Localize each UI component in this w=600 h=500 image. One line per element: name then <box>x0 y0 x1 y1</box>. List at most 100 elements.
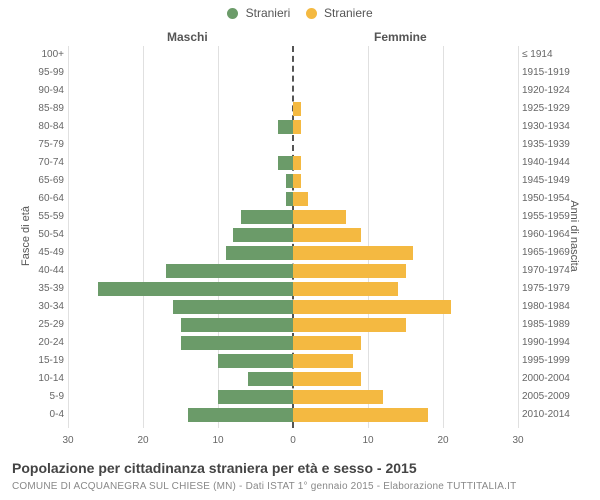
pyramid-row <box>68 190 518 208</box>
x-tick: 10 <box>212 435 223 446</box>
bar-female <box>293 354 353 368</box>
pyramid-row <box>68 388 518 406</box>
footer-subtitle: COMUNE DI ACQUANEGRA SUL CHIESE (MN) - D… <box>12 481 516 492</box>
bar-male <box>248 372 293 386</box>
birth-label: ≤ 1914 <box>522 46 553 64</box>
birth-labels: ≤ 19141915-19191920-19241925-19291930-19… <box>522 46 582 446</box>
pyramid-row <box>68 352 518 370</box>
bar-male <box>181 318 294 332</box>
pyramid-row <box>68 262 518 280</box>
pyramid-row <box>68 370 518 388</box>
x-tick: 30 <box>62 435 73 446</box>
pyramid-plot: 3020100102030 <box>68 46 518 446</box>
pyramid-row <box>68 172 518 190</box>
bar-female <box>293 174 301 188</box>
bar-female <box>293 282 398 296</box>
birth-label: 2000-2004 <box>522 370 570 388</box>
bar-male <box>188 408 293 422</box>
birth-label: 1970-1974 <box>522 262 570 280</box>
birth-label: 1945-1949 <box>522 172 570 190</box>
age-label: 95-99 <box>38 64 64 82</box>
pyramid-row <box>68 154 518 172</box>
legend-female-swatch <box>306 8 317 19</box>
age-label: 100+ <box>41 46 64 64</box>
bar-female <box>293 390 383 404</box>
pyramid-row <box>68 244 518 262</box>
age-label: 20-24 <box>38 334 64 352</box>
bar-male <box>278 156 293 170</box>
x-tick: 0 <box>290 435 296 446</box>
age-labels: 100+95-9990-9485-8980-8475-7970-7465-696… <box>24 46 64 446</box>
footer-title: Popolazione per cittadinanza straniera p… <box>12 460 417 476</box>
bar-female <box>293 264 406 278</box>
bar-male <box>166 264 294 278</box>
age-label: 55-59 <box>38 208 64 226</box>
pyramid-row <box>68 334 518 352</box>
age-label: 40-44 <box>38 262 64 280</box>
pyramid-row <box>68 136 518 154</box>
birth-label: 1985-1989 <box>522 316 570 334</box>
gridline <box>518 46 519 428</box>
birth-label: 1975-1979 <box>522 280 570 298</box>
x-tick: 10 <box>362 435 373 446</box>
birth-label: 1995-1999 <box>522 352 570 370</box>
birth-label: 1915-1919 <box>522 64 570 82</box>
age-label: 35-39 <box>38 280 64 298</box>
pyramid-row <box>68 406 518 424</box>
bar-female <box>293 102 301 116</box>
birth-label: 1940-1944 <box>522 154 570 172</box>
birth-label: 1930-1934 <box>522 118 570 136</box>
legend: Stranieri Straniere <box>0 6 600 20</box>
bar-female <box>293 300 451 314</box>
birth-label: 1950-1954 <box>522 190 570 208</box>
birth-label: 2005-2009 <box>522 388 570 406</box>
age-label: 10-14 <box>38 370 64 388</box>
pyramid-row <box>68 316 518 334</box>
birth-label: 1965-1969 <box>522 244 570 262</box>
bar-male <box>218 354 293 368</box>
column-header-female: Femmine <box>374 30 427 44</box>
age-label: 75-79 <box>38 136 64 154</box>
bar-male <box>98 282 293 296</box>
x-tick: 20 <box>437 435 448 446</box>
age-label: 0-4 <box>50 406 64 424</box>
bar-male <box>233 228 293 242</box>
age-label: 50-54 <box>38 226 64 244</box>
pyramid-row <box>68 226 518 244</box>
age-label: 65-69 <box>38 172 64 190</box>
bar-male <box>278 120 293 134</box>
bar-female <box>293 156 301 170</box>
birth-label: 1935-1939 <box>522 136 570 154</box>
birth-label: 1955-1959 <box>522 208 570 226</box>
age-label: 60-64 <box>38 190 64 208</box>
pyramid-row <box>68 64 518 82</box>
bar-female <box>293 408 428 422</box>
x-tick: 30 <box>512 435 523 446</box>
bar-female <box>293 336 361 350</box>
legend-female-label: Straniere <box>324 6 373 20</box>
x-tick: 20 <box>137 435 148 446</box>
bar-male <box>241 210 294 224</box>
bar-male <box>286 174 294 188</box>
birth-label: 2010-2014 <box>522 406 570 424</box>
bar-male <box>286 192 294 206</box>
age-label: 45-49 <box>38 244 64 262</box>
pyramid-row <box>68 208 518 226</box>
bar-male <box>181 336 294 350</box>
legend-male-swatch <box>227 8 238 19</box>
age-label: 85-89 <box>38 100 64 118</box>
column-header-male: Maschi <box>167 30 208 44</box>
birth-label: 1920-1924 <box>522 82 570 100</box>
pyramid-row <box>68 118 518 136</box>
bar-male <box>218 390 293 404</box>
age-label: 70-74 <box>38 154 64 172</box>
pyramid-row <box>68 82 518 100</box>
legend-male: Stranieri <box>227 6 290 20</box>
age-label: 15-19 <box>38 352 64 370</box>
birth-label: 1990-1994 <box>522 334 570 352</box>
pyramid-row <box>68 298 518 316</box>
legend-male-label: Stranieri <box>246 6 291 20</box>
birth-label: 1980-1984 <box>522 298 570 316</box>
age-label: 90-94 <box>38 82 64 100</box>
bar-female <box>293 210 346 224</box>
